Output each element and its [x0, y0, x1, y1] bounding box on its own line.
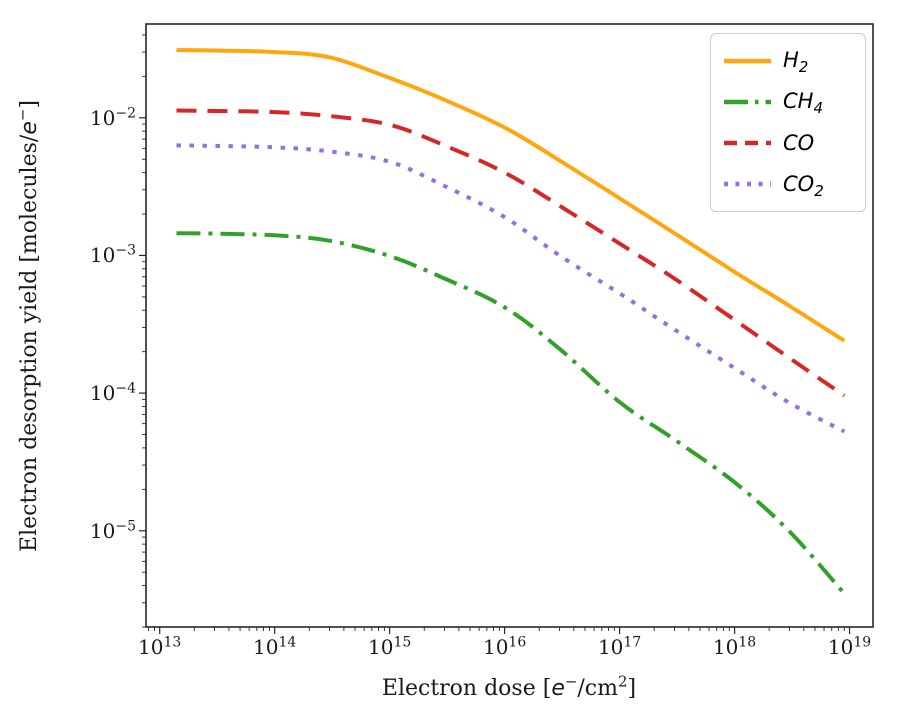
y-axis-label: Electron desorption yield [molecules/e−] [13, 100, 42, 552]
series-ch4-line [176, 231, 846, 595]
x-tick-label: 1014 [253, 634, 297, 659]
legend-label-co2: CO2 [783, 171, 824, 201]
y-tick-label: 10−2 [89, 105, 136, 130]
x-tick-label: 1015 [368, 634, 412, 659]
series-h2-line [176, 48, 846, 343]
legend-item-co: CO [724, 130, 865, 155]
legend-line-sample-co2 [724, 182, 771, 187]
y-axis [139, 34, 146, 628]
series-co-line [176, 108, 846, 398]
legend-line-sample-ch4 [724, 99, 771, 105]
y-tick-label: 10−3 [89, 242, 136, 268]
x-tick-label: 1018 [712, 634, 757, 659]
legend-item-co2: CO2 [724, 171, 865, 201]
legend-line-sample-h2 [724, 58, 771, 63]
axes-frame [145, 23, 874, 628]
x-tick-label: 1013 [138, 634, 182, 659]
legend-item-h2: H2 [724, 48, 865, 77]
legend-item-ch4: CH4 [724, 89, 865, 118]
legend-line-sample-co [724, 140, 771, 146]
y-tick-label: 10−4 [89, 380, 136, 406]
legend-label-ch4: CH4 [783, 89, 824, 118]
x-tick-label: 1016 [482, 634, 527, 659]
x-axis [148, 627, 851, 634]
legend-label-h2: H2 [783, 48, 809, 77]
legend-label-co: CO [783, 130, 815, 155]
y-tick-label: 10−5 [89, 518, 136, 543]
x-tick-label: 1019 [827, 634, 872, 659]
x-tick-label: 1017 [597, 634, 642, 659]
x-axis-label: Electron dose [e−/cm2] [381, 672, 637, 701]
legend: H2 CH4 CO CO2 [710, 33, 866, 212]
plot-area [176, 48, 846, 595]
